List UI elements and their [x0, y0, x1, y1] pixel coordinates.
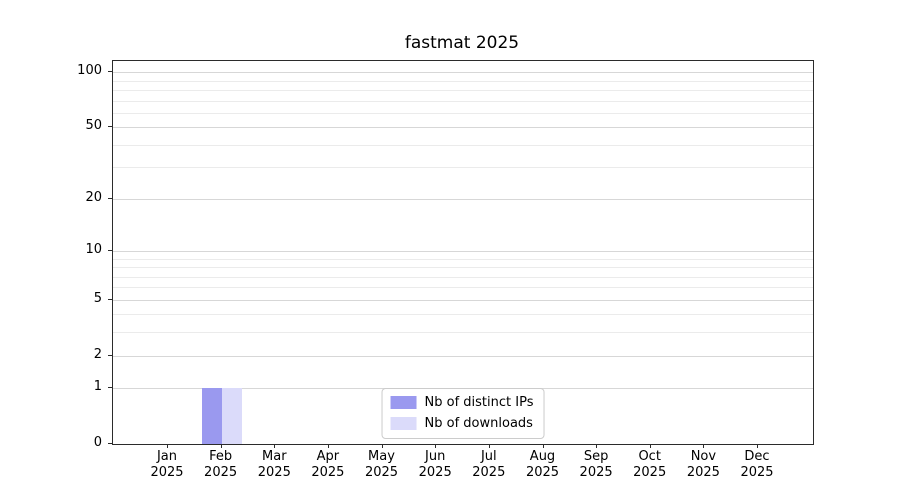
y-tick-mark	[108, 298, 112, 300]
y-tick-label: 5	[93, 290, 102, 306]
x-tick-mark	[435, 444, 437, 448]
gridline-major	[113, 72, 813, 74]
x-tick-mark	[327, 444, 329, 448]
legend-item-downloads: Nb of downloads	[390, 416, 534, 431]
x-tick-label: Apr 2025	[311, 449, 345, 480]
legend-swatch-distinct-ips	[390, 396, 417, 409]
gridline-minor	[113, 287, 813, 289]
x-tick-label: Aug 2025	[525, 449, 560, 480]
y-tick-mark	[108, 354, 112, 356]
x-tick-mark	[220, 444, 222, 448]
y-tick-mark	[108, 249, 112, 251]
x-tick-label: Sep 2025	[579, 449, 613, 480]
x-tick-label: Feb 2025	[204, 449, 238, 480]
y-tick-label: 2	[93, 346, 102, 362]
legend-swatch-downloads	[390, 417, 417, 430]
y-tick-label: 100	[77, 63, 102, 79]
x-tick-mark	[703, 444, 705, 448]
y-tick-mark	[108, 126, 112, 128]
y-tick-label: 50	[85, 118, 102, 134]
gridline-major	[113, 250, 813, 252]
gridline-major	[113, 127, 813, 129]
x-tick-label: Oct 2025	[633, 449, 667, 480]
gridline-minor	[113, 112, 813, 114]
gridline-major	[113, 355, 813, 357]
x-tick-label: Jul 2025	[472, 449, 506, 480]
y-tick-mark	[108, 387, 112, 389]
y-axis: 0 1 2 5 10 20 50 100	[50, 60, 102, 450]
x-tick-mark	[596, 444, 598, 448]
y-tick-label: 1	[93, 379, 102, 395]
y-tick-mark	[108, 197, 112, 199]
x-tick-mark	[381, 444, 383, 448]
legend-label-distinct-ips: Nb of distinct IPs	[424, 395, 534, 410]
x-tick-mark	[488, 444, 490, 448]
gridline-minor	[113, 89, 813, 91]
gridline-minor	[113, 276, 813, 278]
legend-item-distinct-ips: Nb of distinct IPs	[390, 395, 534, 410]
legend-label-downloads: Nb of downloads	[424, 416, 533, 431]
gridline-minor	[113, 80, 813, 82]
chart-title: fastmat 2025	[404, 33, 520, 53]
y-tick-mark	[108, 71, 112, 73]
bar-downloads	[221, 388, 242, 444]
gridline-minor	[113, 314, 813, 316]
x-tick-label: May 2025	[364, 449, 399, 480]
gridline-minor	[113, 167, 813, 169]
x-axis: Jan 2025 Feb 2025 Mar 2025 Apr 2025 May 2025…	[112, 449, 812, 493]
gridline-minor	[113, 144, 813, 146]
y-tick-mark	[108, 443, 112, 444]
gridline-major	[113, 299, 813, 301]
y-tick-label: 10	[85, 241, 102, 257]
x-tick-label: Dec 2025	[740, 449, 774, 480]
x-tick-label: Mar 2025	[257, 449, 291, 480]
x-tick-mark	[542, 444, 544, 448]
plot-area: Nb of distinct IPs Nb of downloads	[112, 60, 814, 445]
legend: Nb of distinct IPs Nb of downloads	[381, 388, 545, 439]
y-tick-label: 0	[93, 435, 102, 450]
x-tick-label: Nov 2025	[686, 449, 720, 480]
gridline-major	[113, 198, 813, 200]
x-tick-label: Jan 2025	[150, 449, 184, 480]
x-tick-label: Jun 2025	[418, 449, 452, 480]
x-tick-mark	[274, 444, 276, 448]
gridline-minor	[113, 258, 813, 260]
bar-distinct-ips	[201, 388, 222, 444]
gridline-minor	[113, 100, 813, 102]
x-tick-mark	[649, 444, 651, 448]
y-tick-label: 20	[85, 189, 102, 205]
x-tick-mark	[167, 444, 168, 448]
x-tick-mark	[757, 444, 758, 448]
gridline-minor	[113, 267, 813, 268]
gridline-minor	[113, 332, 813, 334]
